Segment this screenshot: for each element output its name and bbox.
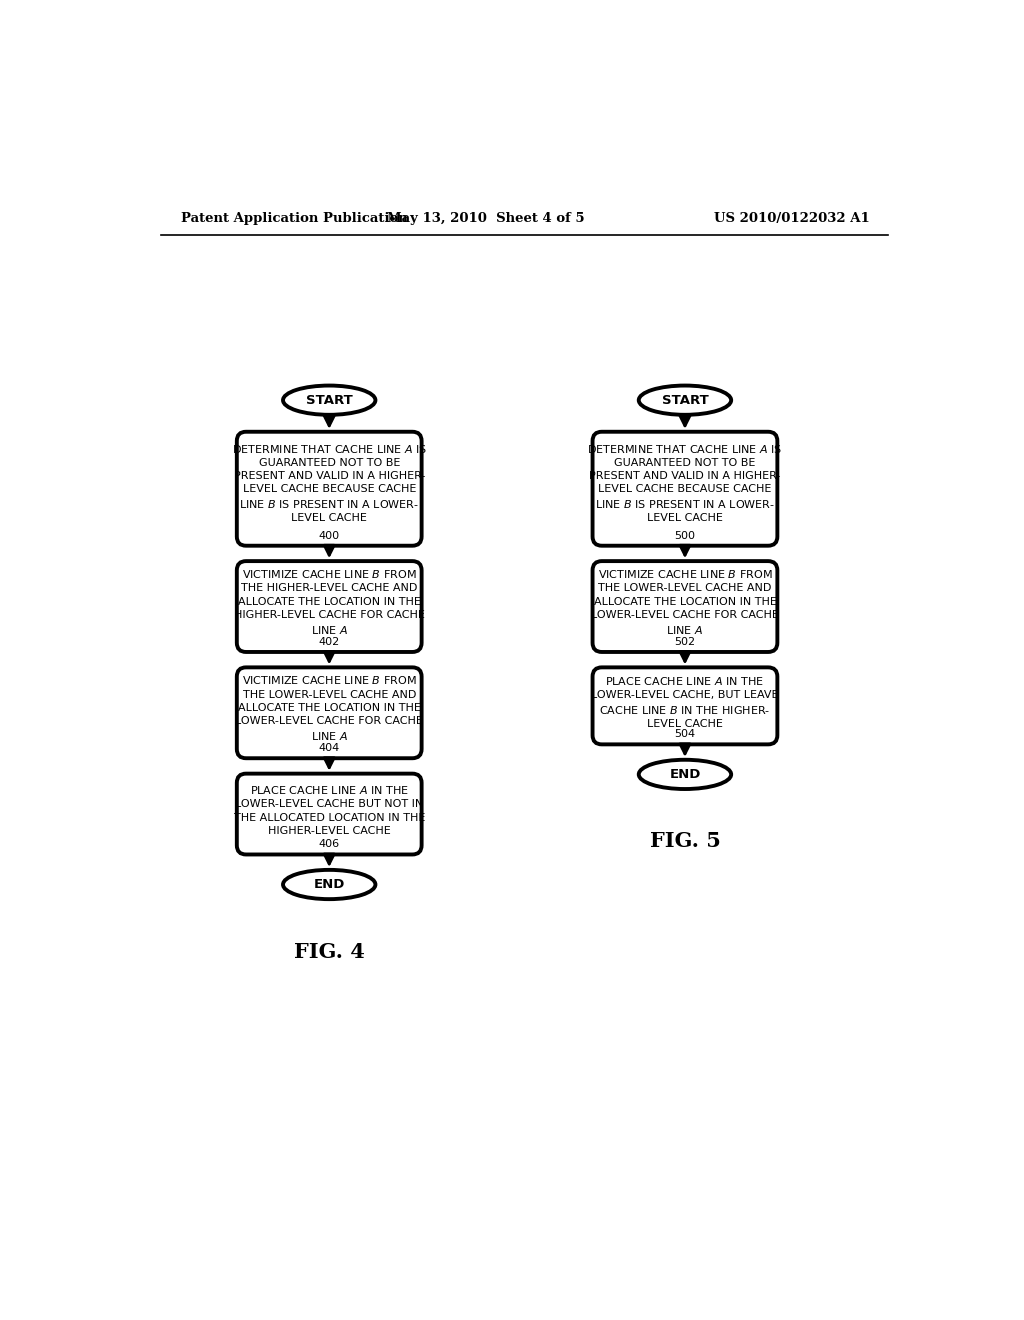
Text: VICTIMIZE CACHE LINE $\it{B}$ FROM
THE HIGHER-LEVEL CACHE AND
ALLOCATE THE LOCAT: VICTIMIZE CACHE LINE $\it{B}$ FROM THE H… [233,568,425,636]
FancyBboxPatch shape [237,561,422,652]
Text: PLACE CACHE LINE $\it{A}$ IN THE
LOWER-LEVEL CACHE, BUT LEAVE
CACHE LINE $\it{B}: PLACE CACHE LINE $\it{A}$ IN THE LOWER-L… [591,675,778,729]
Text: DETERMINE THAT CACHE LINE $\it{A}$ IS
GUARANTEED NOT TO BE
PRESENT AND VALID IN : DETERMINE THAT CACHE LINE $\it{A}$ IS GU… [231,442,427,524]
Text: US 2010/0122032 A1: US 2010/0122032 A1 [714,213,869,224]
FancyBboxPatch shape [593,561,777,652]
Ellipse shape [283,385,376,414]
FancyBboxPatch shape [593,668,777,744]
Text: 504: 504 [675,730,695,739]
FancyBboxPatch shape [237,668,422,758]
Text: START: START [306,393,352,407]
Text: DETERMINE THAT CACHE LINE $\it{A}$ IS
GUARANTEED NOT TO BE
PRESENT AND VALID IN : DETERMINE THAT CACHE LINE $\it{A}$ IS GU… [587,442,782,524]
FancyBboxPatch shape [237,774,422,854]
Text: START: START [662,393,709,407]
Ellipse shape [639,385,731,414]
Text: 502: 502 [675,638,695,647]
Text: PLACE CACHE LINE $\it{A}$ IN THE
LOWER-LEVEL CACHE BUT NOT IN
THE ALLOCATED LOCA: PLACE CACHE LINE $\it{A}$ IN THE LOWER-L… [233,784,425,836]
Text: 402: 402 [318,638,340,647]
Ellipse shape [283,870,376,899]
Text: END: END [670,768,700,781]
Text: END: END [313,878,345,891]
Text: VICTIMIZE CACHE LINE $\it{B}$ FROM
THE LOWER-LEVEL CACHE AND
ALLOCATE THE LOCATI: VICTIMIZE CACHE LINE $\it{B}$ FROM THE L… [236,675,423,742]
Text: FIG. 4: FIG. 4 [294,941,365,961]
Ellipse shape [639,760,731,789]
Text: 404: 404 [318,743,340,754]
Text: May 13, 2010  Sheet 4 of 5: May 13, 2010 Sheet 4 of 5 [387,213,585,224]
Text: 500: 500 [675,531,695,541]
Text: 400: 400 [318,531,340,541]
Text: VICTIMIZE CACHE LINE $\it{B}$ FROM
THE LOWER-LEVEL CACHE AND
ALLOCATE THE LOCATI: VICTIMIZE CACHE LINE $\it{B}$ FROM THE L… [591,568,779,636]
FancyBboxPatch shape [237,432,422,545]
Text: 406: 406 [318,840,340,850]
Text: Patent Application Publication: Patent Application Publication [180,213,408,224]
FancyBboxPatch shape [593,432,777,545]
Text: FIG. 5: FIG. 5 [649,832,721,851]
